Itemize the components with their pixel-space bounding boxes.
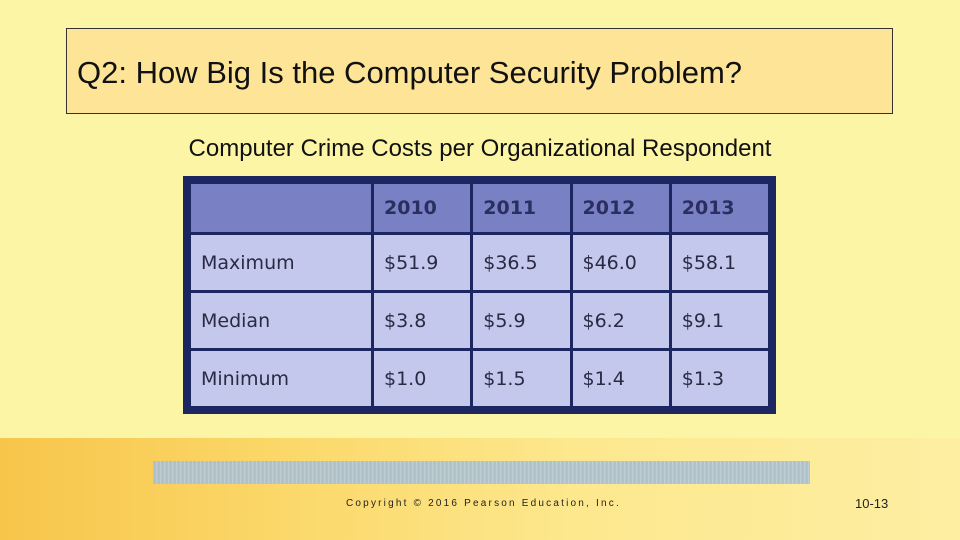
footer-band	[0, 438, 960, 540]
slide-subtitle: Computer Crime Costs per Organizational …	[188, 135, 772, 162]
copyright-notice: Copyright © 2016 Pearson Education, Inc.	[346, 498, 621, 509]
page-number: 10-13	[855, 496, 889, 511]
table-cell: $46.0	[572, 235, 669, 290]
table-cell: $1.3	[671, 351, 768, 406]
row-label-maximum: Maximum	[191, 235, 371, 290]
table-cell: $9.1	[671, 293, 768, 348]
table-row-median: Median $3.8 $5.9 $6.2 $9.1	[191, 293, 768, 348]
header-cell-2010: 2010	[374, 184, 471, 232]
header-cell-2012: 2012	[572, 184, 669, 232]
table-cell: $51.9	[374, 235, 471, 290]
title-box: Q2: How Big Is the Computer Security Pro…	[66, 28, 893, 114]
table-cell: $58.1	[671, 235, 768, 290]
table-row-maximum: Maximum $51.9 $36.5 $46.0 $58.1	[191, 235, 768, 290]
table-cell: $36.5	[473, 235, 570, 290]
row-label-minimum: Minimum	[191, 351, 371, 406]
table-cell: $5.9	[473, 293, 570, 348]
header-cell-2013: 2013	[671, 184, 768, 232]
header-cell-2011: 2011	[473, 184, 570, 232]
table-row-minimum: Minimum $1.0 $1.5 $1.4 $1.3	[191, 351, 768, 406]
table-cell: $3.8	[374, 293, 471, 348]
cost-table-frame: 2010 2011 2012 2013 Maximum $51.9 $36.5 …	[183, 176, 776, 414]
slide-title: Q2: How Big Is the Computer Security Pro…	[77, 55, 743, 90]
header-cell-blank	[191, 184, 371, 232]
decorative-bar	[153, 461, 810, 484]
table-cell: $6.2	[572, 293, 669, 348]
table-cell: $1.5	[473, 351, 570, 406]
table-header-row: 2010 2011 2012 2013	[191, 184, 768, 232]
cost-table: 2010 2011 2012 2013 Maximum $51.9 $36.5 …	[188, 181, 771, 409]
table-cell: $1.4	[572, 351, 669, 406]
table-cell: $1.0	[374, 351, 471, 406]
row-label-median: Median	[191, 293, 371, 348]
